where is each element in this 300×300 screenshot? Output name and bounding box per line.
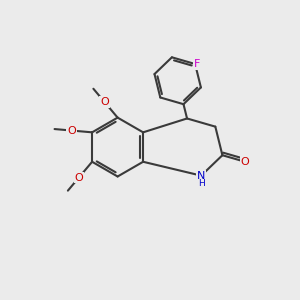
Text: N: N — [197, 171, 206, 181]
Text: F: F — [194, 59, 200, 69]
Text: O: O — [100, 97, 109, 107]
Text: O: O — [67, 125, 76, 136]
Text: O: O — [241, 157, 249, 167]
Text: O: O — [74, 172, 83, 183]
Text: H: H — [198, 179, 205, 188]
